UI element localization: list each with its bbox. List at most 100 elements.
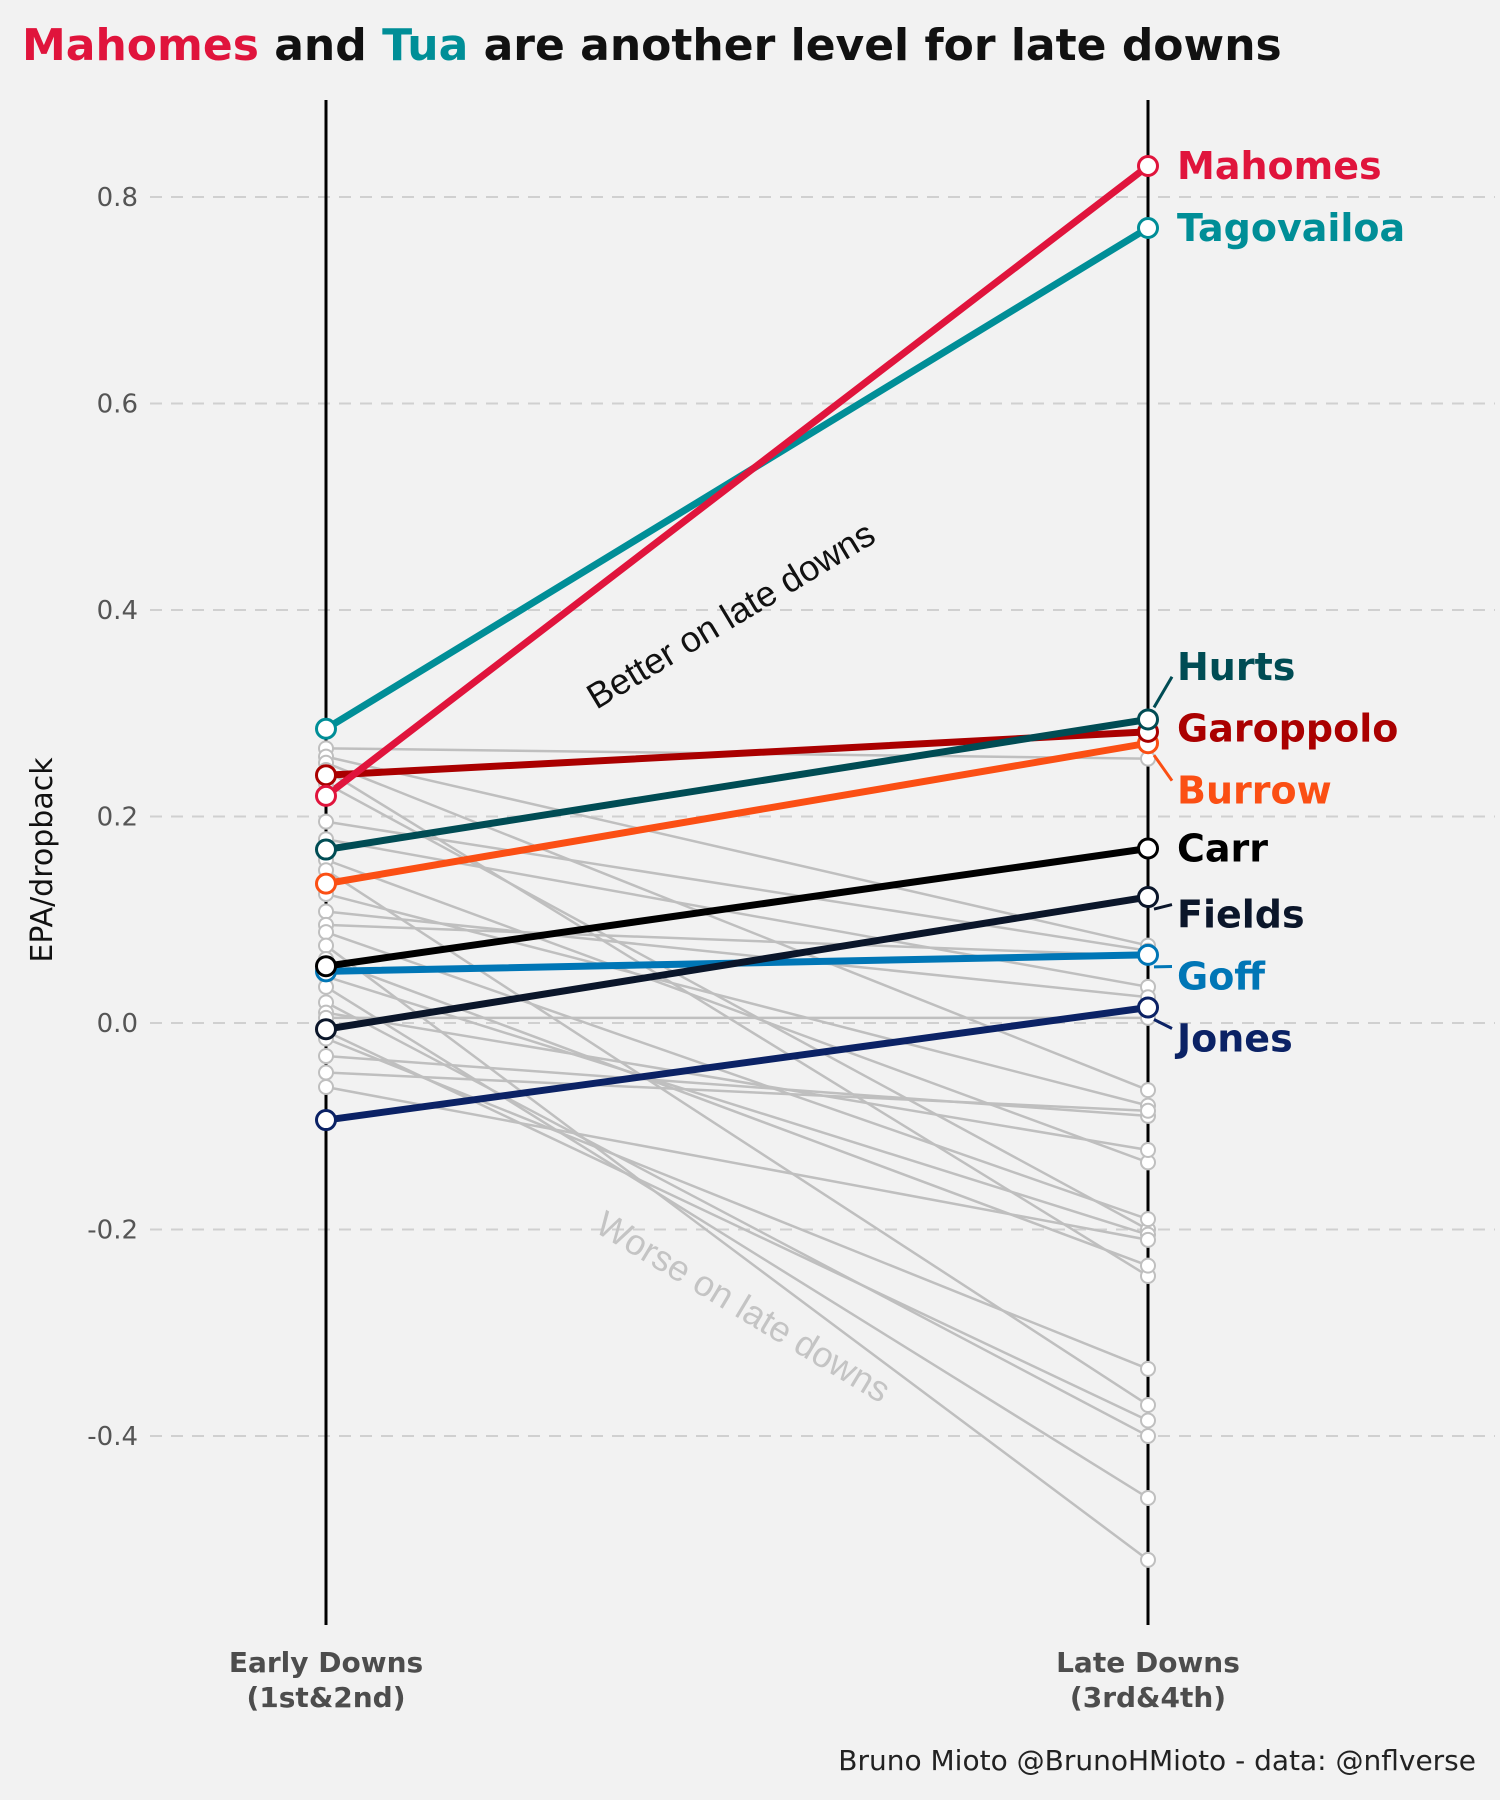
label-tagovailoa: Tagovailoa (1177, 206, 1405, 250)
background-point (318, 1064, 334, 1081)
label-garoppolo: Garoppolo (1177, 707, 1398, 751)
data-points (315, 155, 1159, 1568)
y-tick-label: -0.2 (87, 1216, 138, 1246)
background-series-line (325, 1054, 1149, 1118)
label-fields: Fields (1177, 893, 1305, 937)
background-point (318, 813, 334, 830)
background-series-line (325, 930, 1149, 1221)
label-connector-jones (1153, 1018, 1173, 1030)
background-series-line (325, 837, 1149, 989)
label-goff: Goff (1177, 955, 1266, 999)
background-point (318, 903, 334, 920)
annotation-worse-on-late-downs: Worse on late downs (589, 1203, 898, 1411)
highlighted-series (322, 162, 1152, 1124)
series-line-carr (322, 845, 1152, 970)
series-line-fields (322, 893, 1152, 1033)
chart-title: Mahomes and Tua are another level for la… (22, 20, 1282, 71)
point-mahomes-early (315, 784, 337, 807)
background-point (1140, 1412, 1156, 1429)
point-hurts-early (315, 838, 337, 861)
background-point (318, 1079, 334, 1096)
background-series-line (325, 975, 1149, 1236)
background-point (1140, 1360, 1156, 1377)
label-mahomes: Mahomes (1177, 144, 1382, 188)
background-series-line (325, 1037, 1149, 1371)
background-point (318, 937, 334, 954)
series-line-hurts (322, 715, 1152, 854)
background-series-line (325, 1071, 1149, 1113)
point-tagovailoa-late (1137, 216, 1159, 239)
background-point (1140, 1102, 1156, 1119)
background-series-line (325, 923, 1149, 958)
point-fields-late (1137, 886, 1159, 909)
point-tagovailoa-early (315, 717, 337, 740)
caption: Bruno Mioto @BrunoHMioto - data: @nflver… (838, 1744, 1476, 1777)
label-carr: Carr (1177, 827, 1268, 871)
label-burrow: Burrow (1177, 769, 1332, 813)
category-label-line1: Late Downs (1056, 1646, 1240, 1679)
y-tick-labels: 0.8 0.6 0.4 0.2 0.0 -0.2 -0.4 (87, 183, 138, 1452)
y-tick-label: 0.2 (97, 803, 138, 833)
point-jones-early (315, 1109, 337, 1132)
highlighted-points (315, 155, 1159, 1132)
point-goff-late (1137, 943, 1159, 966)
background-point (1140, 1141, 1156, 1158)
y-tick-label: 0.4 (97, 596, 138, 626)
label-connector-fields (1153, 903, 1173, 911)
y-tick-label: 0.6 (97, 390, 138, 420)
gridlines (150, 196, 1495, 1437)
background-point (1140, 1428, 1156, 1444)
label-jones: Jones (1174, 1016, 1293, 1060)
point-jones-late (1137, 996, 1159, 1019)
category-label-line2: (3rd&4th) (1070, 1681, 1226, 1714)
label-connector-burrow (1152, 754, 1174, 782)
background-series-line (325, 820, 1149, 952)
background-series-line (325, 910, 1149, 999)
background-series-line (325, 985, 1149, 1500)
background-point (1140, 1082, 1156, 1099)
point-mahomes-late (1137, 155, 1159, 178)
point-hurts-late (1137, 708, 1159, 731)
background-series-line (325, 1011, 1149, 1152)
background-series (325, 747, 1149, 1561)
background-series-line (325, 858, 1149, 1164)
series-line-burrow (322, 739, 1152, 888)
background-series-line (325, 755, 1149, 947)
series-line-mahomes (322, 162, 1152, 800)
point-garoppolo-early (315, 764, 337, 787)
background-point (1140, 1489, 1156, 1506)
player-labels: Mahomes Tagovailoa Hurts Garoppolo Burrow Car… (1152, 144, 1405, 1060)
title-segment: and (259, 20, 382, 71)
y-tick-label: 0.8 (97, 183, 138, 213)
background-point (1140, 1211, 1156, 1228)
title-segment: Tua (382, 20, 468, 71)
background-series-line (325, 1030, 1149, 1422)
background-series-line (325, 1085, 1149, 1242)
background-point (318, 1048, 334, 1065)
title-segment: Mahomes (22, 20, 259, 71)
background-series-line (325, 761, 1149, 1092)
point-carr-early (315, 955, 337, 978)
point-fields-early (315, 1018, 337, 1041)
background-series-line (325, 944, 1149, 1561)
label-connector-hurts (1152, 676, 1174, 709)
y-tick-label: 0.0 (97, 1009, 138, 1039)
category-label-line2: (1st&2nd) (246, 1681, 405, 1714)
point-carr-late (1137, 837, 1159, 860)
y-tick-label: -0.4 (87, 1422, 138, 1452)
label-hurts: Hurts (1177, 645, 1295, 689)
background-series-line (325, 869, 1149, 1407)
series-line-jones (322, 1004, 1152, 1124)
y-axis-label: EPA/dropback (25, 757, 60, 963)
background-point (1140, 1231, 1156, 1248)
background-series-line (325, 1001, 1149, 1438)
background-point (1140, 1551, 1156, 1568)
category-label-line1: Early Downs (229, 1646, 423, 1679)
background-point (318, 924, 334, 941)
title-segment: are another level for late downs (468, 20, 1281, 71)
point-burrow-early (315, 872, 337, 895)
background-point (1140, 1397, 1156, 1414)
background-point (1140, 1257, 1156, 1274)
category-labels: Early Downs(1st&2nd) Late Downs(3rd&4th) (229, 1646, 1240, 1714)
